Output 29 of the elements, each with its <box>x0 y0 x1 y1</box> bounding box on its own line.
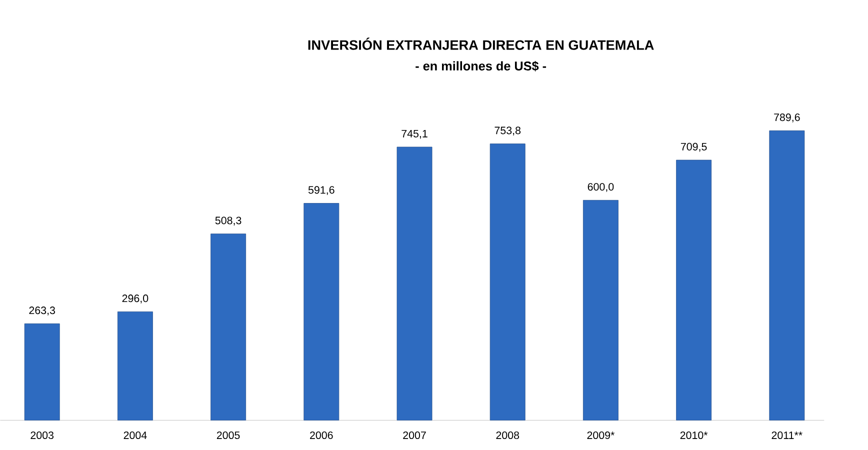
data-label: 296,0 <box>122 294 148 304</box>
data-label: 709,5 <box>680 142 707 152</box>
data-label: 508,3 <box>215 216 242 226</box>
bar <box>769 130 805 420</box>
x-tick-label: 2003 <box>30 431 54 439</box>
x-tick-label: 2004 <box>124 431 147 439</box>
bar <box>304 202 340 420</box>
data-label: 789,6 <box>774 113 800 122</box>
chart-subtitle: - en millones de US$ - <box>416 60 546 72</box>
x-tick-label: 2008 <box>496 431 520 439</box>
data-label: 591,6 <box>308 186 334 195</box>
x-tick-label: 2009* <box>587 431 615 439</box>
data-label: 753,8 <box>494 126 521 136</box>
x-tick-label: 2010* <box>680 431 708 439</box>
data-label: 263,3 <box>29 306 56 316</box>
bar <box>676 160 712 420</box>
chart-title: INVERSIÓN EXTRANJERA DIRECTA EN GUATEMALA <box>308 37 654 50</box>
bar <box>583 200 618 420</box>
data-label: 745,1 <box>402 130 428 138</box>
bar <box>210 233 246 420</box>
x-tick-label: 2006 <box>310 431 333 439</box>
x-tick-label: 2005 <box>216 431 240 439</box>
data-label: 600,0 <box>588 182 614 192</box>
bar <box>396 146 432 420</box>
bar <box>117 311 153 420</box>
bar <box>490 143 526 420</box>
bar <box>24 323 60 420</box>
x-tick-label: 2007 <box>403 431 426 439</box>
x-tick-label: 2011** <box>772 431 802 439</box>
